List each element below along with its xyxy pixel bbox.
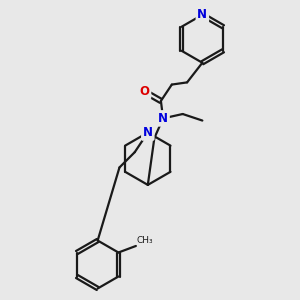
Text: N: N [158,112,168,125]
Text: O: O [140,85,149,98]
Text: CH₃: CH₃ [137,236,154,245]
Text: N: N [197,8,207,21]
Text: N: N [143,126,153,139]
